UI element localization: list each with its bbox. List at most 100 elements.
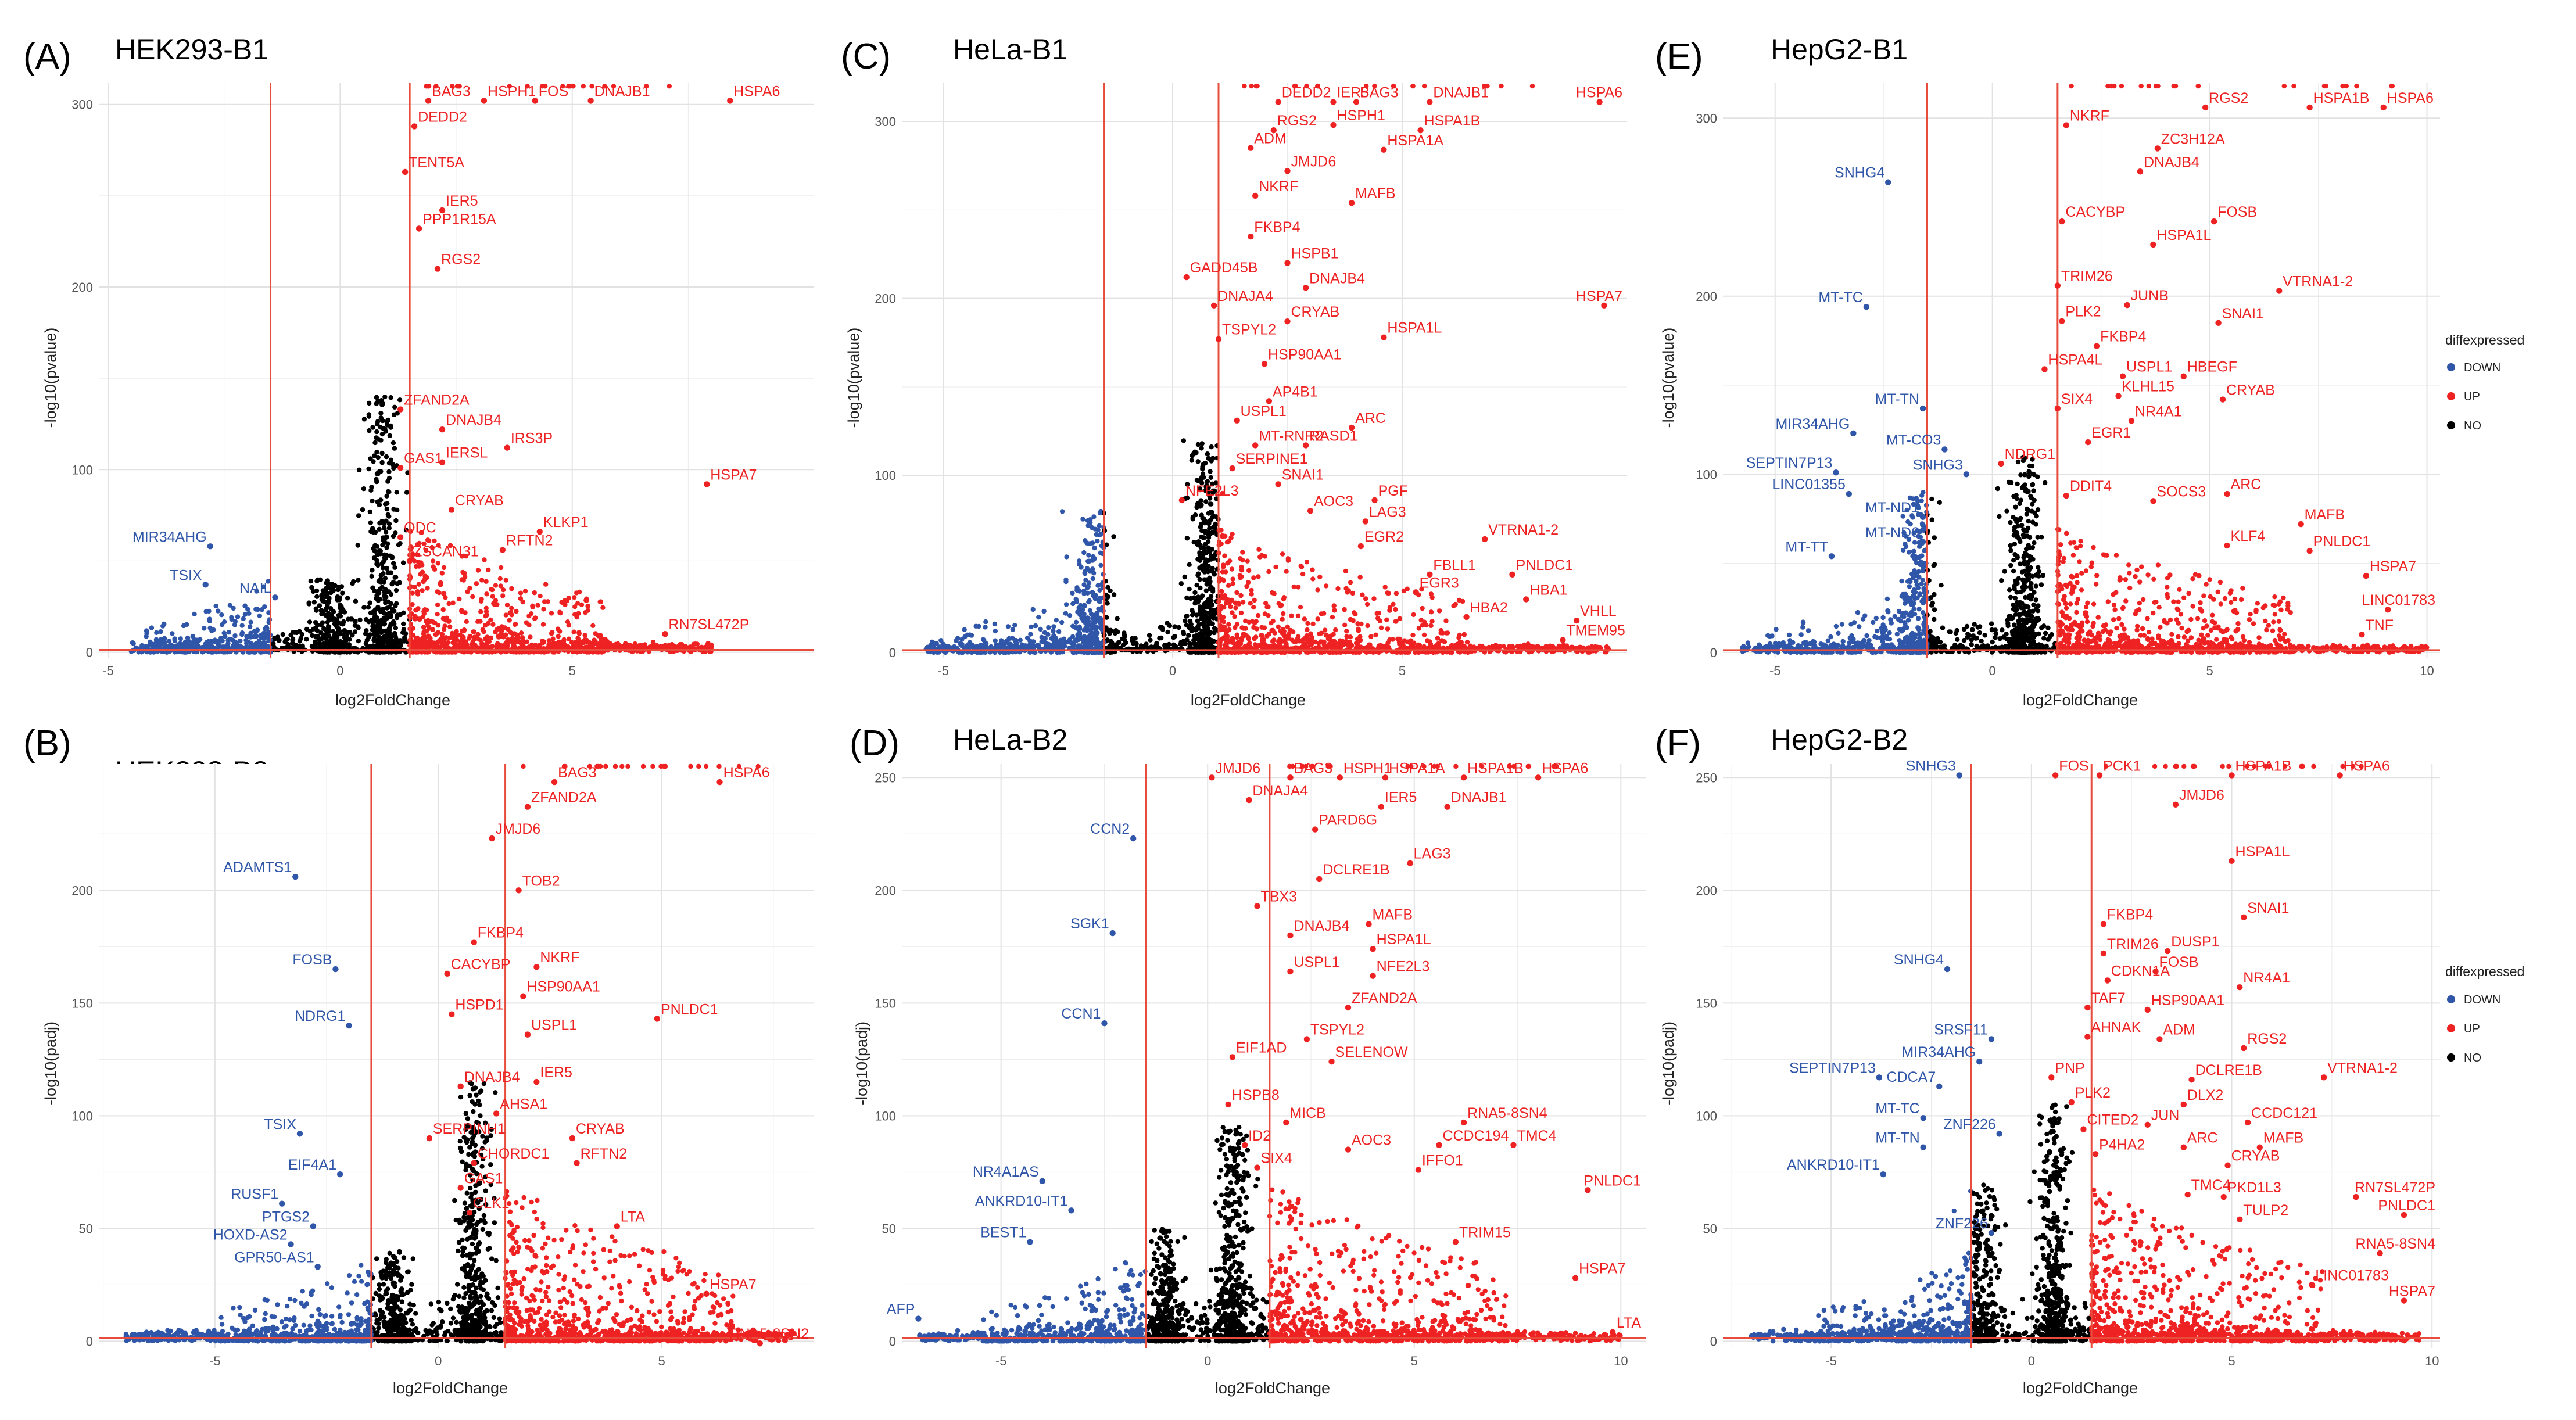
panel-c-point	[1363, 596, 1368, 601]
panel-a-point	[512, 622, 518, 627]
panel-c-point	[1199, 446, 1204, 451]
panel-a-point	[379, 431, 385, 437]
panel-c-point	[1165, 629, 1170, 635]
panel-a-point	[522, 589, 528, 594]
panel-c-gene-label: GADD45B	[1190, 260, 1258, 276]
panel-c-point	[1271, 637, 1277, 643]
panel-a-gene-point-dnajb1	[587, 98, 594, 104]
panel-c-point	[1042, 630, 1048, 636]
panel-c-point	[1227, 627, 1232, 633]
panel-e-point	[1932, 616, 1937, 622]
panel-a-gene-label: ODC	[404, 520, 436, 536]
panel-a-x-tick-label: 0	[336, 664, 343, 678]
panel-a-point	[403, 528, 409, 533]
panel-c-gene-label: RASD1	[1309, 428, 1357, 444]
panel-a-y-tick-label: 100	[71, 462, 93, 477]
panel-c-point	[1097, 510, 1103, 515]
panel-a-point	[412, 585, 417, 590]
panel-a-point	[383, 529, 389, 535]
panel-c-point	[1276, 624, 1281, 630]
panel-c-gene-point-ier5	[1330, 99, 1337, 105]
panel-a-point	[393, 530, 398, 536]
panel-c-point	[1089, 623, 1095, 628]
panel-c-point	[1084, 566, 1090, 571]
panel-c-point	[1386, 591, 1391, 596]
panel-c-point	[1074, 587, 1080, 593]
panel-c-point	[1234, 590, 1239, 596]
panel-a-point	[390, 462, 396, 467]
panel-c-point	[983, 619, 988, 625]
panel-c-point	[1197, 576, 1202, 582]
panel-a-gene-point-rn7sl472p	[662, 630, 668, 637]
panel-c-point	[1184, 614, 1189, 619]
panel-a-gene-label: NAIL	[239, 580, 272, 596]
panel-c-point	[1172, 634, 1177, 639]
panel-a-point	[382, 621, 388, 627]
panel-a-point	[366, 412, 372, 417]
panel-a-point	[370, 526, 375, 531]
panel-e-point	[1932, 607, 1937, 612]
panel-c-y-tick-label: 0	[889, 646, 896, 660]
panel-c-gene-label: EGR2	[1364, 529, 1404, 545]
panel-c-point	[1321, 611, 1327, 616]
panel-a-point	[374, 544, 380, 549]
panel-c-point	[1357, 575, 1363, 580]
panel-c-point	[930, 640, 936, 646]
panel-c-gene-point-aoc3	[1307, 507, 1314, 514]
panel-a-point	[364, 644, 370, 650]
panel-a-gene-label: RGS2	[441, 252, 481, 268]
panel-c-point	[1189, 458, 1194, 463]
panel-a-point	[404, 490, 410, 495]
panel-c-point	[1029, 624, 1034, 630]
panel-c-gene-label: HSPA6	[1576, 85, 1622, 101]
panel-c-point	[1190, 608, 1195, 613]
panel-a-point	[478, 609, 483, 615]
panel-a-letter: (A)	[23, 37, 71, 77]
panel-c-point	[1271, 591, 1277, 596]
panel-c-point	[1410, 83, 1416, 89]
panel-a-point	[542, 599, 547, 604]
panel-a-point	[410, 590, 415, 596]
panel-c-point	[1010, 636, 1015, 641]
panel-a-gene-label: IERSL	[446, 445, 488, 461]
panel-a-point	[481, 629, 486, 634]
panel-c-gene-point-pgf	[1371, 497, 1378, 504]
panel-a-point	[389, 554, 395, 560]
panel-c-point	[1284, 569, 1289, 574]
panel-c-y-tick-label: 300	[875, 114, 896, 129]
panel-a-point	[575, 636, 581, 641]
panel-c-point	[1094, 638, 1099, 643]
panel-e-y-tick-label: 0	[1710, 646, 1717, 660]
panel-a-point	[356, 578, 361, 583]
panel-c-point	[955, 636, 961, 641]
panel-a-gene-point-rgs2	[434, 266, 441, 272]
panel-e-y-tick-label: 100	[1696, 467, 1717, 482]
panel-c-point	[1251, 604, 1256, 610]
panel-a-point	[346, 642, 352, 647]
panel-a-point	[549, 631, 554, 636]
panel-c-point	[1080, 517, 1085, 522]
panel-c-point	[1330, 615, 1335, 620]
panel-a-point	[326, 599, 332, 605]
panel-c-point	[1266, 569, 1271, 575]
panel-a-point	[384, 565, 389, 571]
panel-a-point	[506, 627, 511, 632]
panel-a-point	[307, 619, 313, 625]
panel-a-gene-label: DNAJB4	[446, 412, 501, 428]
panel-a-point	[356, 513, 361, 518]
panel-c-point	[1309, 634, 1314, 640]
panel-c-point	[1428, 641, 1434, 647]
panel-a-point	[623, 641, 628, 646]
panel-c-point	[1195, 442, 1201, 447]
panel-c-point	[1417, 643, 1423, 648]
panel-a-point	[253, 607, 259, 612]
panel-c-point	[1205, 451, 1210, 457]
panel-c-point	[1081, 634, 1087, 639]
panel-c-point	[1422, 619, 1427, 625]
panel-a-point	[325, 578, 330, 583]
panel-a-point	[219, 612, 224, 618]
panel-a-point	[203, 609, 209, 614]
panel-a-point	[576, 611, 581, 616]
panel-c-point	[962, 634, 968, 640]
panel-c-point	[939, 644, 944, 650]
